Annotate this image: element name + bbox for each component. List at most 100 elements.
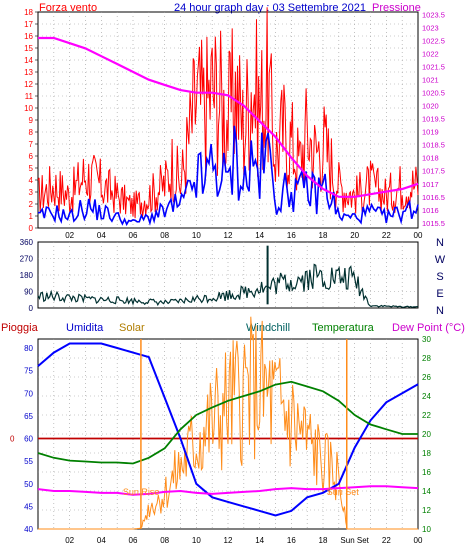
hour-tick-label: 04	[97, 231, 106, 240]
hour-tick-label: 08	[160, 231, 169, 240]
dewpoint-line	[37, 485, 419, 496]
pressure-header: Pressione	[372, 2, 421, 14]
pressure-tick-label: 1023	[422, 24, 439, 33]
temperature-header: Temperatura	[312, 322, 375, 334]
pressure-tick-label: 1022	[422, 50, 439, 59]
hour-tick-label: 02	[65, 536, 74, 545]
hour-tick-label: 04	[97, 536, 106, 545]
compass-letter: N	[436, 305, 444, 317]
pressure-tick-label: 1021	[422, 76, 439, 85]
wind-tick-label: 11	[25, 92, 34, 101]
sunset-label: Sun Set	[327, 487, 360, 497]
direction-tick-label: 90	[24, 288, 33, 297]
wind-tick-label: 17	[24, 20, 33, 29]
pressure-line	[38, 36, 419, 198]
wind-tick-label: 1	[29, 212, 34, 221]
windchill-header: Windchill	[246, 322, 290, 334]
temperature-panel: 40 45 50 55 60 65 70 75 80 10 12 14 16 18 20 22 24 26 28 30…	[10, 316, 431, 545]
direction-tick-label: 270	[20, 255, 34, 264]
pressure-tick-label: 1017.5	[422, 167, 445, 176]
pressure-tick-label: 1018	[422, 154, 439, 163]
pressure-tick-label: 1017	[422, 180, 439, 189]
humidity-header: Umidita	[66, 322, 104, 334]
hour-tick-label: 10	[192, 231, 201, 240]
hour-tick-label: 20	[350, 231, 359, 240]
humidity-tick-label: 75	[24, 367, 33, 376]
hour-tick-label: 22	[382, 231, 391, 240]
hour-tick-label: 06	[129, 536, 138, 545]
solar-header: Solar	[119, 322, 145, 334]
hour-tick-label: 02	[65, 231, 74, 240]
rain-axis-label: 0	[10, 435, 15, 444]
humidity-tick-label: 50	[24, 480, 33, 489]
wind-tick-label: 9	[29, 116, 34, 125]
solar-line	[38, 316, 418, 530]
pressure-tick-label: 1022.5	[422, 37, 445, 46]
hour-tick-label: 14	[255, 231, 264, 240]
pressure-tick-label: 1021.5	[422, 63, 445, 72]
humidity-tick-label: 60	[24, 435, 33, 444]
hour-tick-label: 16	[287, 536, 296, 545]
wind-tick-label: 3	[29, 188, 34, 197]
direction-panel: 0 90 180 270 360	[20, 238, 419, 313]
compass-letter: W	[435, 254, 446, 266]
pressure-tick-label: 1020	[422, 102, 439, 111]
humidity-line	[37, 342, 419, 517]
wind-panel: 01234567891011121314151617181015.5101610…	[24, 7, 445, 240]
hour-tick-label: 14	[255, 536, 264, 545]
wind-avg-line	[37, 125, 419, 227]
temperature-tick-label: 26	[422, 373, 431, 382]
temperature-tick-label: 10	[422, 525, 431, 534]
temperature-tick-label: 30	[422, 335, 431, 344]
temperature-tick-label: 28	[422, 354, 431, 363]
rain-header: Pioggia	[1, 322, 39, 334]
temperature-tick-label: 22	[422, 411, 431, 420]
wind-tick-label: 2	[29, 200, 34, 209]
direction-tick-label: 360	[20, 238, 34, 247]
wind-tick-label: 6	[29, 152, 34, 161]
wind-tick-label: 13	[24, 68, 33, 77]
temperature-tick-label: 16	[422, 468, 431, 477]
temperature-tick-label: 12	[422, 506, 431, 515]
wind-tick-label: 12	[24, 80, 33, 89]
wind-tick-label: 4	[29, 176, 34, 185]
humidity-tick-label: 55	[24, 457, 33, 466]
hour-tick-label: 18	[319, 231, 328, 240]
direction-tick-label: 0	[29, 304, 34, 313]
hour-tick-label: 18	[319, 536, 328, 545]
hour-tick-label: 00	[414, 536, 423, 545]
hour-tick-label: 10	[192, 536, 201, 545]
wind-tick-label: 5	[29, 164, 34, 173]
wind-tick-label: 18	[24, 8, 33, 17]
pressure-tick-label: 1019	[422, 128, 439, 137]
wind-tick-label: 8	[29, 128, 34, 137]
compass-letter: E	[436, 288, 443, 300]
pressure-tick-label: 1016	[422, 206, 439, 215]
pressure-tick-label: 1018.5	[422, 141, 445, 150]
compass-letter: N	[436, 237, 444, 249]
direction-line	[37, 263, 419, 308]
temperature-tick-label: 20	[422, 430, 431, 439]
hour-tick-label: 12	[224, 536, 233, 545]
wind-tick-label: 15	[24, 44, 33, 53]
date-header: 24 hour graph day : 03 Settembre 2021	[174, 2, 366, 14]
humidity-tick-label: 70	[24, 389, 33, 398]
pressure-tick-label: 1016.5	[422, 193, 445, 202]
direction-tick-label: 180	[20, 271, 34, 280]
wind-tick-label: 16	[24, 32, 33, 41]
hour-tick-label: 06	[129, 231, 138, 240]
sunrise-label: Sun Rise	[123, 487, 160, 497]
wind-tick-label: 14	[24, 56, 33, 65]
dewpoint-header: Dew Point (°C)	[392, 322, 465, 334]
pressure-tick-label: 1020.5	[422, 89, 445, 98]
hour-tick-label: 12	[224, 231, 233, 240]
wind-max-line	[37, 7, 419, 219]
pressure-tick-label: 1015.5	[422, 219, 445, 228]
wind-header: Forza vento	[39, 2, 97, 14]
humidity-tick-label: 45	[24, 502, 33, 511]
hour-tick-label: 08	[160, 536, 169, 545]
wind-tick-label: 7	[29, 140, 34, 149]
wind-tick-label: 10	[24, 104, 33, 113]
